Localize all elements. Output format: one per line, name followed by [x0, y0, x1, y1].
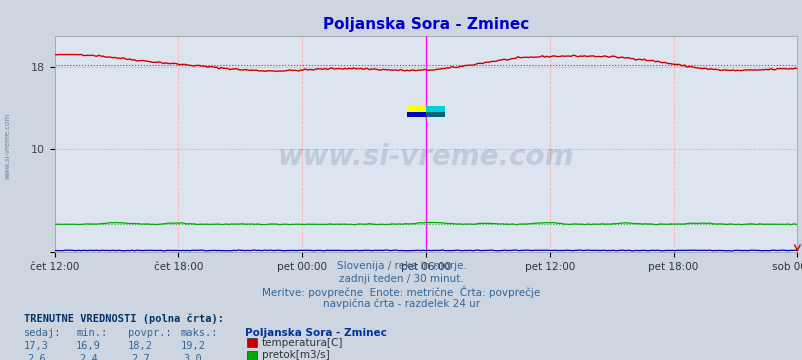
- Bar: [407, 106, 426, 112]
- Bar: [426, 112, 444, 117]
- Text: TRENUTNE VREDNOSTI (polna črta):: TRENUTNE VREDNOSTI (polna črta):: [24, 313, 224, 324]
- Text: 2,6: 2,6: [26, 354, 46, 360]
- Text: 18,2: 18,2: [128, 341, 153, 351]
- Text: 2,4: 2,4: [79, 354, 98, 360]
- Text: 2,7: 2,7: [131, 354, 150, 360]
- Text: Slovenija / reke in morje.: Slovenija / reke in morje.: [336, 261, 466, 271]
- Text: pretok[m3/s]: pretok[m3/s]: [261, 350, 329, 360]
- Text: temperatura[C]: temperatura[C]: [261, 338, 342, 348]
- Text: 19,2: 19,2: [180, 341, 205, 351]
- Title: Poljanska Sora - Zminec: Poljanska Sora - Zminec: [322, 17, 529, 32]
- Text: 3,0: 3,0: [183, 354, 202, 360]
- Bar: [407, 112, 426, 117]
- Text: 17,3: 17,3: [23, 341, 49, 351]
- Text: www.si-vreme.com: www.si-vreme.com: [277, 143, 573, 171]
- Text: Poljanska Sora - Zminec: Poljanska Sora - Zminec: [245, 328, 387, 338]
- Text: povpr.:: povpr.:: [128, 328, 172, 338]
- Text: www.si-vreme.com: www.si-vreme.com: [5, 113, 11, 179]
- Text: navpična črta - razdelek 24 ur: navpična črta - razdelek 24 ur: [322, 299, 480, 309]
- Text: min.:: min.:: [76, 328, 107, 338]
- Text: Meritve: povprečne  Enote: metrične  Črta: povprečje: Meritve: povprečne Enote: metrične Črta:…: [262, 286, 540, 298]
- Text: 16,9: 16,9: [75, 341, 101, 351]
- Bar: [426, 106, 444, 112]
- Text: maks.:: maks.:: [180, 328, 218, 338]
- Text: sedaj:: sedaj:: [24, 328, 62, 338]
- Text: zadnji teden / 30 minut.: zadnji teden / 30 minut.: [338, 274, 464, 284]
